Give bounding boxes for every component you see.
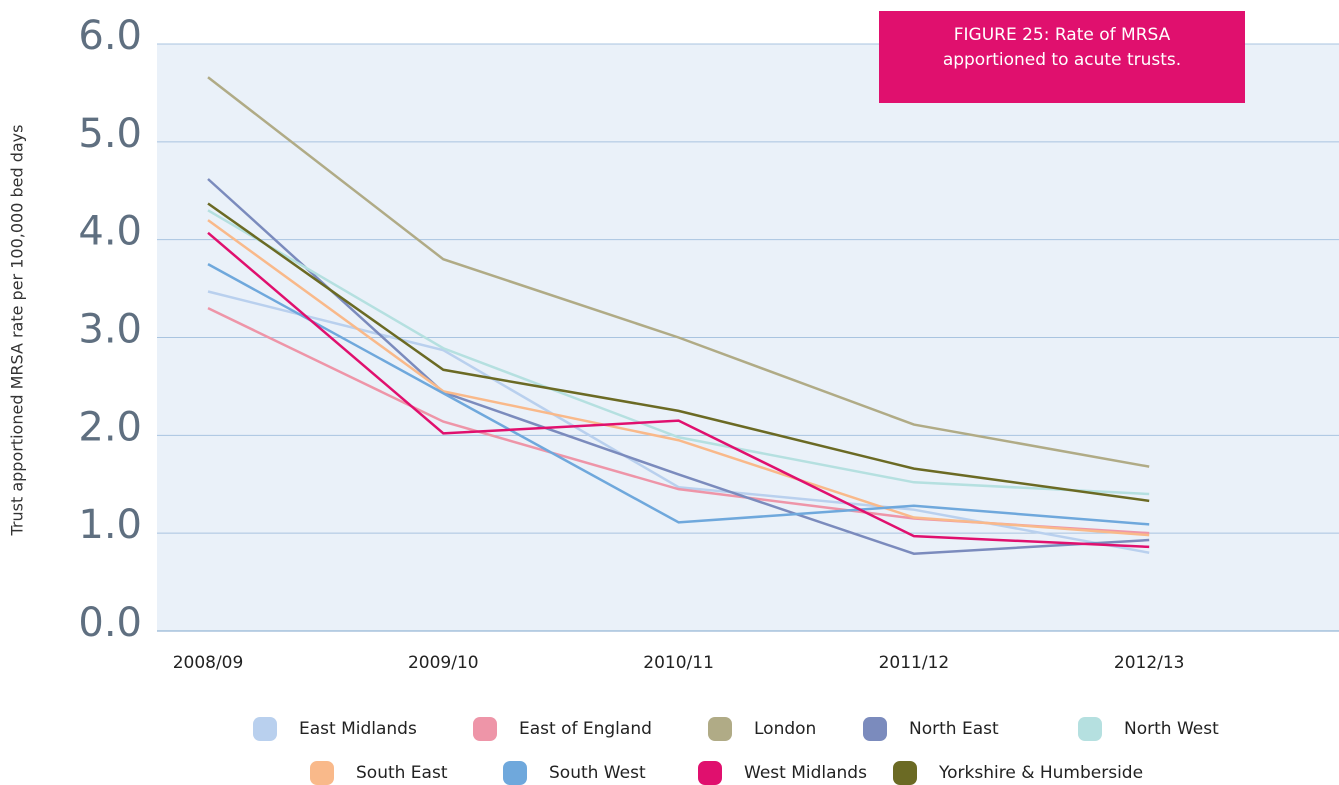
legend-label: East of England: [519, 719, 652, 739]
legend-swatch: [708, 717, 732, 741]
legend-swatch: [863, 717, 887, 741]
series-line: [207, 209, 1150, 496]
x-tick-label: 2010/11: [643, 653, 714, 673]
legend-label: North East: [909, 719, 999, 739]
y-tick-label: 5.0: [78, 111, 142, 157]
y-axis-label: Trust apportioned MRSA rate per 100,000 …: [8, 125, 27, 537]
legend-label: South East: [356, 763, 448, 783]
legend-swatch: [473, 717, 497, 741]
legend-label: South West: [549, 763, 646, 783]
chart-title: FIGURE 25: Rate of MRSA apportioned to a…: [879, 11, 1245, 103]
series-line: [207, 178, 1150, 555]
series-line: [207, 202, 1150, 503]
y-tick-label: 1.0: [78, 502, 142, 548]
legend-swatch: [1078, 717, 1102, 741]
legend-label: Yorkshire & Humberside: [938, 763, 1143, 783]
legend-swatch: [893, 761, 917, 785]
series-line: [207, 231, 1150, 549]
legend-swatch: [253, 717, 277, 741]
legend-swatch: [698, 761, 722, 785]
legend-label: London: [754, 719, 816, 739]
series-line: [207, 219, 1150, 537]
legend-swatch: [310, 761, 334, 785]
series-line: [207, 76, 1150, 468]
series-line: [207, 263, 1150, 526]
legend-label: East Midlands: [299, 719, 417, 739]
x-tick-label: 2009/10: [408, 653, 479, 673]
y-tick-label: 0.0: [78, 600, 142, 646]
x-tick-label: 2011/12: [879, 653, 950, 673]
y-tick-label: 4.0: [78, 209, 142, 255]
y-tick-label: 6.0: [78, 13, 142, 59]
legend-label: West Midlands: [744, 763, 867, 783]
y-tick-label: 2.0: [78, 404, 142, 450]
x-tick-label: 2012/13: [1114, 653, 1185, 673]
x-tick-label: 2008/09: [173, 653, 244, 673]
legend-swatch: [503, 761, 527, 785]
y-tick-label: 3.0: [78, 307, 142, 353]
legend-label: North West: [1124, 719, 1219, 739]
